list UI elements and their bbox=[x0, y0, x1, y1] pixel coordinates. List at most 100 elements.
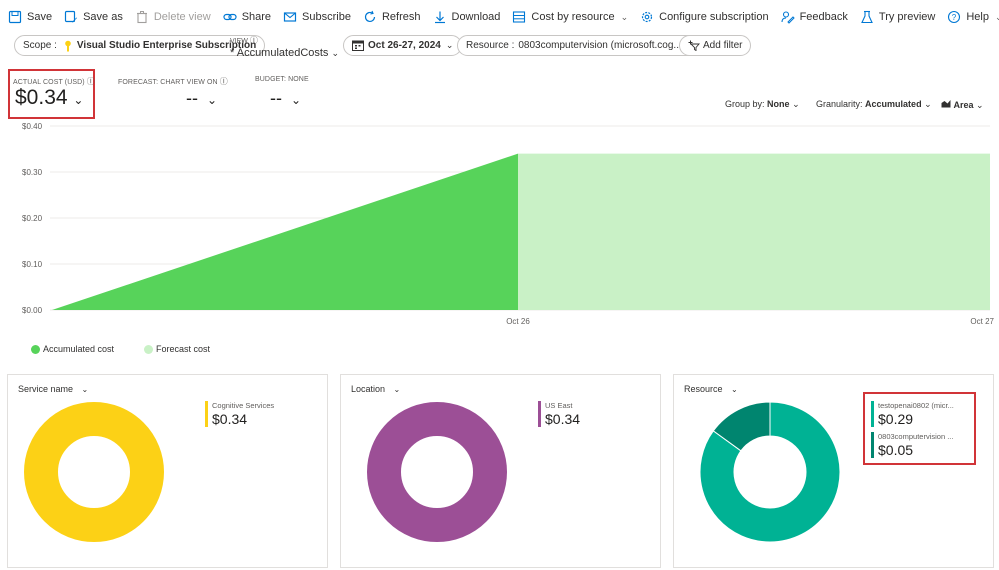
configure-subscription-label: Configure subscription bbox=[659, 11, 769, 23]
legend-swatch-forecast bbox=[144, 344, 153, 354]
date-range-value: Oct 26-27, 2024 bbox=[368, 40, 441, 51]
add-filter-label: Add filter bbox=[703, 40, 743, 51]
legend-forecast[interactable]: Forecast cost bbox=[144, 344, 210, 354]
y-tick-label: $0.40 bbox=[22, 122, 43, 131]
card-title-service-name[interactable]: Service name ⌄ bbox=[18, 384, 88, 394]
help-button[interactable]: ? Help ⌄ bbox=[947, 5, 999, 29]
y-tick-label: $0.30 bbox=[22, 168, 43, 177]
legend-entry-testopenai0802[interactable]: testopenai0802 (micr... $0.29 bbox=[871, 401, 954, 427]
donut-slice[interactable] bbox=[712, 401, 771, 452]
save-icon bbox=[8, 10, 22, 24]
help-icon: ? bbox=[948, 10, 961, 24]
subscribe-button[interactable]: Subscribe bbox=[283, 5, 351, 29]
chevron-down-icon: ⌄ bbox=[393, 385, 401, 394]
x-tick-label: Oct 27 bbox=[970, 317, 994, 326]
chart-type-selector[interactable]: Area ⌄ bbox=[941, 99, 984, 111]
chart-type-value: Area bbox=[953, 100, 974, 110]
forecast-value[interactable]: -- ⌄ bbox=[186, 88, 217, 109]
resource-filter-value: 0803computervision (microsoft.cog... bbox=[518, 40, 682, 51]
granularity-selector[interactable]: Granularity: Accumulated ⌄ bbox=[816, 99, 932, 110]
donut-slice[interactable] bbox=[24, 402, 164, 542]
area-chart-icon bbox=[941, 100, 951, 108]
cost-by-resource-button[interactable]: Cost by resource ⌄ bbox=[512, 5, 628, 29]
actual-cost-value[interactable]: $0.34 ⌄ bbox=[15, 86, 83, 110]
budget-value[interactable]: -- ⌄ bbox=[270, 88, 301, 109]
entry-name: testopenai0802 (micr... bbox=[878, 401, 954, 410]
chevron-down-icon: ⌄ bbox=[445, 40, 454, 50]
save-button[interactable]: Save bbox=[8, 5, 52, 29]
command-bar: Save Save as Delete view Share Subscribe… bbox=[0, 0, 999, 34]
feedback-button[interactable]: Feedback bbox=[781, 5, 848, 29]
scope-pill[interactable]: Scope : Visual Studio Enterprise Subscri… bbox=[14, 35, 266, 56]
refresh-button[interactable]: Refresh bbox=[363, 5, 421, 29]
flask-icon bbox=[861, 10, 873, 24]
resource-filter-label: Resource : bbox=[466, 40, 515, 51]
accumulated-cost-chart: $0.40 $0.30 $0.20 $0.10 $0.00 Oct 26 Oct 27 bbox=[22, 122, 995, 326]
actual-cost-label: ACTUAL COST (USD) ⓘ bbox=[13, 76, 95, 87]
highlight-box-actual-cost bbox=[8, 69, 95, 119]
chevron-down-icon: ⌄ bbox=[976, 100, 984, 110]
chevron-down-icon: ⌄ bbox=[291, 93, 302, 107]
add-filter-button[interactable]: Add filter bbox=[679, 35, 752, 56]
card-title-text: Service name bbox=[18, 384, 74, 394]
save-as-icon bbox=[64, 10, 78, 23]
cost-by-resource-label: Cost by resource bbox=[531, 11, 615, 23]
card-title-text: Location bbox=[351, 384, 386, 394]
download-button[interactable]: Download bbox=[433, 5, 501, 29]
actual-cost-amount: $0.34 bbox=[15, 86, 68, 109]
card-title-resource[interactable]: Resource ⌄ bbox=[684, 384, 738, 394]
svg-text:?: ? bbox=[952, 13, 957, 22]
mail-icon bbox=[283, 12, 297, 22]
gear-icon bbox=[642, 11, 653, 23]
chevron-down-icon: ⌄ bbox=[994, 11, 999, 22]
legend-accumulated[interactable]: Accumulated cost bbox=[31, 344, 114, 354]
resource-filter-pill[interactable]: Resource : 0803computervision (microsoft… bbox=[457, 35, 708, 56]
view-selector[interactable]: VIEW ⓘ * AccumulatedCosts ⌄ bbox=[230, 35, 339, 59]
donut-slice[interactable] bbox=[367, 402, 507, 542]
try-preview-button[interactable]: Try preview bbox=[860, 5, 935, 29]
donut-chart-location bbox=[367, 402, 507, 542]
legend-label-forecast: Forecast cost bbox=[156, 344, 211, 354]
share-button[interactable]: Share bbox=[223, 5, 271, 29]
chevron-down-icon: ⌄ bbox=[792, 99, 800, 109]
delete-view-button[interactable]: Delete view bbox=[135, 5, 211, 29]
budget-label-text: BUDGET: NONE bbox=[255, 76, 309, 83]
entry-name: 0803computervision ... bbox=[878, 432, 954, 441]
forecast-amount: -- bbox=[186, 88, 198, 108]
help-label: Help bbox=[966, 11, 989, 23]
filter-bar: Scope : Visual Studio Enterprise Subscri… bbox=[0, 34, 999, 59]
y-tick-label: $0.10 bbox=[22, 260, 43, 269]
card-location: Location ⌄ US East $0.34 bbox=[340, 374, 661, 568]
download-icon bbox=[434, 11, 445, 24]
budget-label: BUDGET: NONE bbox=[255, 76, 309, 83]
save-as-button[interactable]: Save as bbox=[64, 5, 123, 29]
refresh-label: Refresh bbox=[381, 11, 421, 23]
forecast-label: FORECAST: CHART VIEW ON ⓘ bbox=[118, 76, 228, 87]
entry-name: US East bbox=[545, 401, 573, 410]
chevron-down-icon: ⌄ bbox=[73, 93, 84, 107]
legend-entry-0803computervision[interactable]: 0803computervision ... $0.05 bbox=[871, 432, 953, 458]
x-tick-label: Oct 26 bbox=[506, 317, 530, 326]
legend-swatch-accumulated bbox=[31, 344, 40, 354]
granularity-value: Accumulated bbox=[865, 99, 922, 109]
calendar-icon bbox=[352, 40, 364, 51]
legend-entry-cognitive-services[interactable]: Cognitive Services $0.34 bbox=[205, 401, 274, 427]
legend-label-accumulated: Accumulated cost bbox=[43, 344, 115, 354]
date-range-pill[interactable]: Oct 26-27, 2024 ⌄ bbox=[343, 35, 463, 56]
download-label: Download bbox=[451, 11, 501, 23]
info-icon: ⓘ bbox=[86, 77, 95, 86]
card-title-location[interactable]: Location ⌄ bbox=[351, 384, 400, 394]
feedback-label: Feedback bbox=[799, 11, 848, 23]
legend-entry-us-east[interactable]: US East $0.34 bbox=[538, 401, 580, 427]
entry-name: Cognitive Services bbox=[212, 401, 275, 410]
trash-icon bbox=[136, 11, 147, 24]
configure-subscription-button[interactable]: Configure subscription bbox=[640, 5, 769, 29]
info-icon: ⓘ bbox=[219, 77, 228, 86]
actual-cost-label-text: ACTUAL COST (USD) bbox=[13, 79, 85, 86]
list-view-icon bbox=[513, 11, 526, 23]
donut-slice[interactable] bbox=[699, 401, 841, 543]
group-by-selector[interactable]: Group by: None ⌄ bbox=[725, 99, 800, 110]
group-by-label: Group by: bbox=[725, 99, 765, 109]
scope-value: Visual Studio Enterprise Subscription bbox=[76, 40, 257, 51]
share-label: Share bbox=[241, 11, 272, 23]
